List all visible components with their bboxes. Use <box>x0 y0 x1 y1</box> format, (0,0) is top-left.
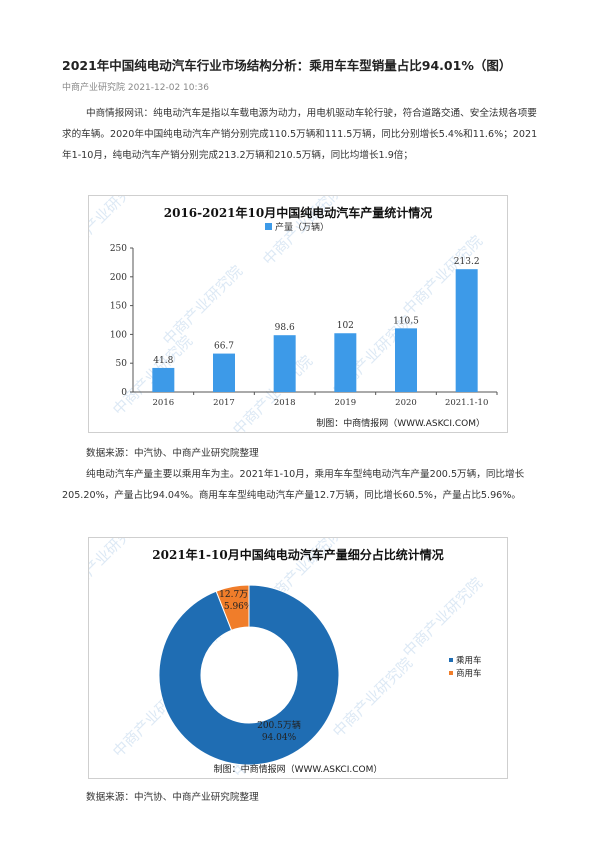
watermark-text: 中商产业研究院 <box>399 574 486 661</box>
x-tick-label: 2017 <box>213 398 235 408</box>
y-tick-label: 150 <box>110 302 127 312</box>
donut-slice <box>158 584 340 766</box>
donut-chart-title: 2021年1-10月中国纯电动汽车产量细分占比统计情况 <box>152 547 443 562</box>
bar <box>213 353 235 392</box>
donut-slice-value-label: 200.5万辆 <box>257 719 301 731</box>
source-note-2: 数据来源：中汽协、中商产业研究院整理 <box>86 792 259 803</box>
bar-value-label: 213.2 <box>454 257 480 267</box>
bar-value-label: 98.6 <box>275 323 295 333</box>
bar-value-label: 110.5 <box>393 316 419 326</box>
donut-slice-percent-label: 5.96% <box>224 602 253 612</box>
x-tick-label: 2019 <box>335 398 357 408</box>
bar-marks: 41.8 66.7 98.6 102 110.5 213.2 <box>152 257 480 392</box>
donut-slice-percent-label: 94.04% <box>262 733 297 743</box>
legend-label: 商用车 <box>456 668 482 679</box>
x-tick-label: 2021.1-10 <box>445 398 488 408</box>
bar-chart-credit: 制图：中商情报网（WWW.ASKCI.COM） <box>316 417 485 429</box>
bar <box>395 328 417 392</box>
bar-legend-label: 产量（万辆） <box>275 221 329 233</box>
y-tick-label: 0 <box>121 388 127 398</box>
donut-chart-box: 中商产业研究院中商产业研究院中商产业研究院中商产业研究院中商产业研究院中商产业研… <box>59 514 508 781</box>
bar <box>152 367 175 392</box>
y-tick-label: 250 <box>110 244 127 254</box>
bar-value-label: 102 <box>337 321 354 331</box>
bar-chart: 中商产业研究院中商产业研究院中商产业研究院中商产业研究院中商产业研究院中商产业研… <box>59 172 498 439</box>
donut-chart-credit: 制图：中商情报网（WWW.ASKCI.COM） <box>214 763 383 775</box>
x-tick-label: 2020 <box>395 398 417 408</box>
paragraph-passenger: 纯电动汽车产量主要以乘用车为主。2021年1-10月，乘用车车型纯电动汽车产量2… <box>62 469 525 501</box>
article-meta: 中商产业研究院 2021-12-02 10:36 <box>62 83 209 93</box>
y-tick-label: 200 <box>110 273 127 283</box>
bar <box>455 269 478 392</box>
donut-chart: 中商产业研究院中商产业研究院中商产业研究院中商产业研究院中商产业研究院中商产业研… <box>59 514 486 781</box>
watermark-text: 中商产业研究院 <box>159 262 246 349</box>
x-tick-label: 2018 <box>274 398 296 408</box>
bar <box>273 335 296 392</box>
y-tick-label: 50 <box>116 359 128 369</box>
bar-chart-title: 2016-2021年10月中国纯电动汽车产量统计情况 <box>164 205 432 220</box>
bar-value-label: 66.7 <box>214 342 234 352</box>
bar-axes: 0 50 100 150 200 250 2016 2017 2018 2019 2020 2021.… <box>110 244 498 408</box>
y-tick-label: 100 <box>110 330 127 340</box>
paragraph-intro: 中商情报网讯：纯电动汽车是指以车载电源为动力，用电机驱动车轮行驶，符合道路交通、… <box>62 108 538 161</box>
donut-slice-value-label: 12.7万辆 <box>219 588 257 600</box>
bar-legend-swatch <box>265 223 272 230</box>
bar-chart-box: 中商产业研究院 中商产业研究院 中商产业研究院 中商产业研究院 中商产业研究院 中商产业研… <box>59 172 508 439</box>
source-note-1: 数据来源：中汽协、中商产业研究院整理 <box>86 448 259 459</box>
bar <box>334 333 357 392</box>
donut-marks: 12.7万辆 5.96% 200.5万辆 94.04% <box>158 584 340 766</box>
legend-label: 乘用车 <box>456 655 482 666</box>
watermark-text: 中商产业研究院 <box>329 654 416 741</box>
watermark-text: 中商产业研究院 <box>89 538 146 601</box>
article-title: 2021年中国纯电动汽车行业市场结构分析：乘用车车型销量占比94.01%（图） <box>62 58 512 73</box>
bar-value-label: 41.8 <box>153 356 173 366</box>
legend-swatch <box>449 671 453 675</box>
x-tick-label: 2016 <box>153 398 175 408</box>
legend-swatch <box>449 658 453 662</box>
